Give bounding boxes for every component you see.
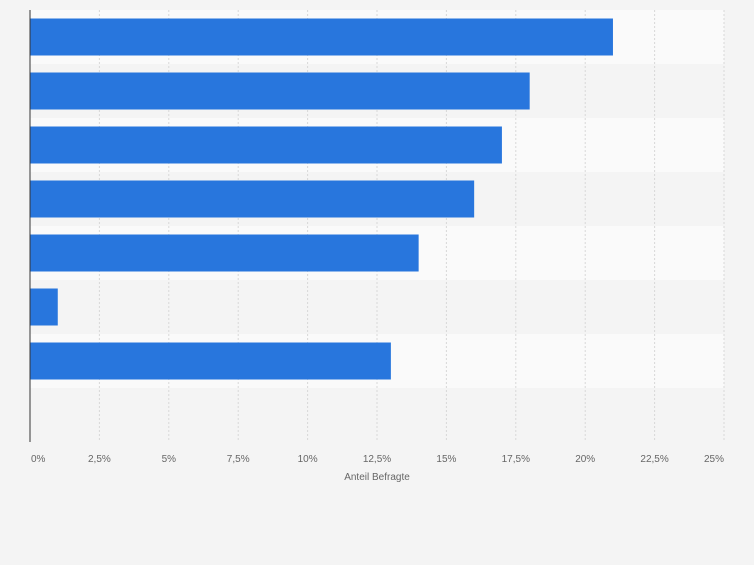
x-tick-label: 20%	[575, 454, 595, 465]
bar	[30, 18, 613, 56]
x-tick-label: 17,5%	[502, 454, 530, 465]
x-tick-label: 25%	[704, 454, 724, 465]
bar	[30, 180, 475, 218]
bar	[30, 342, 391, 380]
x-tick-label: 5%	[162, 454, 177, 465]
x-tick-label: 10%	[298, 454, 318, 465]
x-tick-label: 2,5%	[88, 454, 111, 465]
bar	[30, 126, 502, 164]
x-tick-label: 7,5%	[227, 454, 250, 465]
x-tick-label: 0%	[31, 454, 46, 465]
x-axis-label: Anteil Befragte	[344, 472, 410, 483]
bar	[30, 288, 58, 326]
bars	[30, 18, 613, 380]
x-tick-labels: 0% 2,5% 5% 7,5% 10% 12,5% 15% 17,5% 20% 22,5% 25%	[31, 454, 724, 465]
x-tick-label: 12,5%	[363, 454, 391, 465]
x-tick-label: 22,5%	[640, 454, 668, 465]
bar	[30, 72, 530, 110]
x-tick-label: 15%	[436, 454, 456, 465]
bar	[30, 234, 419, 272]
